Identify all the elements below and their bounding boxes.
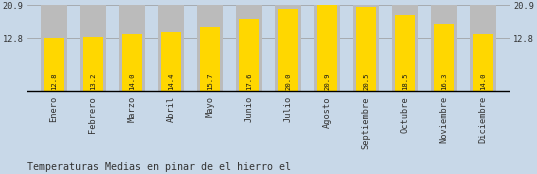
Text: 14.0: 14.0 (129, 72, 135, 90)
Text: 14.0: 14.0 (480, 72, 486, 90)
Bar (353, 5, 379, 91)
Bar (158, 5, 184, 91)
Text: 12.8: 12.8 (51, 72, 57, 90)
Bar (434, 24, 454, 91)
Bar (161, 32, 180, 91)
Bar (278, 9, 298, 91)
Bar (470, 5, 496, 91)
Text: Temperaturas Medias en pinar de el hierro el: Temperaturas Medias en pinar de el hierr… (27, 162, 291, 172)
Text: 20.5: 20.5 (363, 72, 369, 90)
Bar (197, 5, 223, 91)
Text: 17.6: 17.6 (246, 72, 252, 90)
Bar (41, 5, 67, 91)
Bar (236, 5, 262, 91)
Bar (80, 5, 106, 91)
Bar (357, 7, 376, 91)
Bar (119, 5, 144, 91)
Text: 15.7: 15.7 (207, 72, 213, 90)
Text: 16.3: 16.3 (441, 72, 447, 90)
Bar (200, 27, 220, 91)
Bar (314, 5, 340, 91)
Text: 20.9: 20.9 (324, 72, 330, 90)
Bar (83, 37, 103, 91)
Bar (431, 5, 457, 91)
Bar (393, 5, 418, 91)
Bar (474, 34, 493, 91)
Text: 13.2: 13.2 (90, 72, 96, 90)
Bar (239, 19, 259, 91)
Text: 18.5: 18.5 (402, 72, 408, 90)
Bar (275, 5, 301, 91)
Bar (122, 34, 142, 91)
Bar (44, 38, 63, 91)
Bar (395, 15, 415, 91)
Text: 20.0: 20.0 (285, 72, 291, 90)
Text: 14.4: 14.4 (168, 72, 174, 90)
Bar (317, 5, 337, 91)
